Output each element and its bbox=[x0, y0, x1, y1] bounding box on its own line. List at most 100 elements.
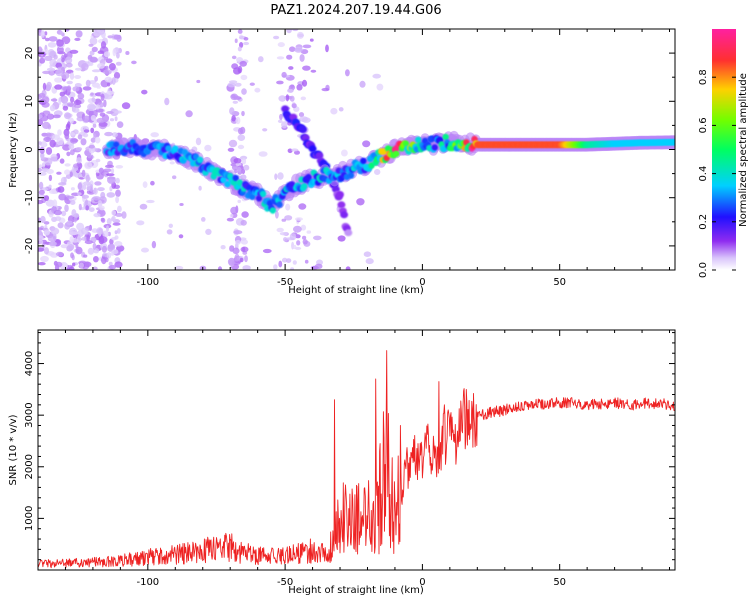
heatmap-noise-cell bbox=[298, 203, 307, 210]
heatmap-noise-cell bbox=[111, 215, 116, 222]
heatmap-noise-cell bbox=[298, 112, 305, 118]
heatmap-noise-cell bbox=[338, 107, 344, 112]
heatmap-ridge-secondary-cell bbox=[336, 191, 344, 198]
heatmap-noise-cell bbox=[290, 267, 294, 270]
heatmap-noise-cell bbox=[300, 96, 306, 101]
heatmap-noise-cell bbox=[114, 235, 119, 240]
heatmap-noise-cell bbox=[330, 107, 338, 115]
heatmap-ridge-secondary-cell bbox=[299, 126, 307, 134]
heatmap-noise-cell bbox=[39, 164, 42, 169]
heatmap-noise-cell bbox=[178, 234, 184, 239]
heatmap-noise-cell bbox=[82, 115, 91, 123]
heatmap-noise-cell bbox=[115, 189, 121, 197]
heatmap-noise-cell bbox=[100, 41, 107, 49]
heatmap-noise-cell bbox=[48, 241, 58, 246]
figure-title: PAZ1.2024.207.19.44.G06 bbox=[270, 3, 441, 18]
heatmap-noise-cell bbox=[71, 138, 79, 143]
heatmap-noise-cell bbox=[42, 82, 47, 91]
heatmap-noise-cell bbox=[288, 66, 294, 70]
colorbar: 0.0 0.2 0.4 0.6 0.8 Normalized spectral ampl… bbox=[698, 29, 749, 278]
heatmap-noise-cell bbox=[39, 146, 45, 154]
heatmap-noise-cell bbox=[142, 181, 148, 189]
heatmap-ridge-secondary-cell bbox=[308, 145, 317, 153]
heatmap-noise-cell bbox=[302, 65, 311, 71]
heatmap-noise-cell bbox=[363, 251, 372, 257]
heatmap-noise-cell bbox=[230, 206, 238, 215]
heatmap-noise-cell bbox=[112, 48, 117, 57]
heatmap-noise-cell bbox=[83, 129, 90, 133]
heatmap-noise-cell bbox=[141, 89, 148, 95]
heatmap-ridge-main-cell bbox=[236, 179, 243, 186]
heatmap-noise-cell bbox=[77, 92, 85, 100]
heatmap-ridge-secondary-cell bbox=[289, 113, 298, 121]
heatmap-noise-cell bbox=[109, 243, 116, 251]
heatmap-noise-cell bbox=[53, 54, 58, 60]
heatmap-noise-cell bbox=[302, 235, 307, 240]
heatmap-noise-cell bbox=[40, 215, 46, 224]
heatmap-noise-cell bbox=[281, 121, 288, 129]
heatmap-noise-cell bbox=[38, 167, 42, 173]
heatmap-noise-cell bbox=[228, 139, 238, 148]
spectrogram-x-tick-label: 0 bbox=[419, 277, 425, 288]
heatmap-noise-cell bbox=[292, 260, 297, 265]
heatmap-noise-cell bbox=[70, 132, 76, 136]
heatmap-noise-cell bbox=[57, 129, 62, 136]
heatmap-noise-cell bbox=[94, 75, 98, 82]
heatmap-noise-cell bbox=[45, 199, 55, 207]
colorbar-ticks: 0.0 0.2 0.4 0.6 0.8 bbox=[698, 69, 736, 278]
heatmap-noise-cell bbox=[273, 35, 280, 40]
colorbar-tick-label: 0.6 bbox=[698, 117, 709, 133]
heatmap-noise-cell bbox=[262, 128, 268, 132]
heatmap-noise-cell bbox=[296, 240, 301, 246]
heatmap-noise-cell bbox=[67, 243, 75, 250]
heatmap-noise-cell bbox=[227, 257, 236, 266]
heatmap-noise-cell bbox=[249, 82, 255, 86]
heatmap-noise-cell bbox=[237, 144, 245, 150]
heatmap-noise-cell bbox=[38, 141, 43, 145]
heatmap-noise-cell bbox=[70, 149, 75, 156]
heatmap-noise-cell bbox=[237, 29, 243, 34]
spectrogram-x-tick-label: 50 bbox=[553, 277, 566, 288]
heatmap-noise-cell bbox=[116, 52, 120, 59]
spectrogram-y-axis: -20 -10 0 10 20 bbox=[24, 28, 675, 271]
heatmap-ridge-main-cell bbox=[442, 133, 449, 141]
snr-panel: -100 -50 0 50 1000 2000 3000 4000 Height of st… bbox=[8, 329, 676, 596]
heatmap-noise-cell bbox=[75, 244, 79, 249]
heatmap-noise-cell bbox=[276, 227, 284, 233]
heatmap-noise-cell bbox=[278, 260, 283, 268]
heatmap-ridge-main-cell bbox=[196, 156, 204, 163]
heatmap-noise-cell bbox=[230, 93, 239, 101]
heatmap-noise-cell bbox=[168, 223, 173, 228]
heatmap-noise-cell bbox=[41, 140, 47, 148]
heatmap-noise-cell bbox=[41, 96, 50, 104]
heatmap-noise-cell bbox=[150, 180, 155, 186]
heatmap-noise-cell bbox=[46, 81, 52, 89]
heatmap-noise-cell bbox=[106, 218, 112, 225]
heatmap-ridge-main-cell bbox=[269, 207, 276, 214]
heatmap-noise-cell bbox=[374, 169, 381, 175]
heatmap-noise-cell bbox=[46, 169, 54, 174]
heatmap-noise-cell bbox=[83, 254, 88, 258]
heatmap-noise-cell bbox=[84, 161, 93, 170]
heatmap-noise-cell bbox=[229, 107, 235, 115]
heatmap-noise-cell bbox=[63, 169, 71, 175]
heatmap-noise-cell bbox=[80, 138, 87, 146]
heatmap-noise-cell bbox=[172, 175, 177, 180]
heatmap-noise-cell bbox=[40, 30, 45, 38]
heatmap-noise-cell bbox=[82, 86, 92, 91]
snr-y-tick-label: 1000 bbox=[24, 506, 35, 531]
heatmap-noise-cell bbox=[105, 58, 113, 64]
heatmap-noise-cell bbox=[60, 244, 69, 249]
heatmap-noise-cell bbox=[58, 182, 67, 186]
heatmap-noise-cell bbox=[66, 195, 75, 199]
heatmap-ridge-main-cell bbox=[232, 174, 239, 182]
heatmap-noise-cell bbox=[310, 69, 317, 73]
heatmap-noise-cell bbox=[74, 37, 81, 42]
heatmap-noise-cell bbox=[44, 55, 53, 61]
heatmap-noise-cell bbox=[50, 227, 60, 235]
heatmap-noise-cell bbox=[217, 266, 223, 270]
heatmap-noise-cell bbox=[55, 69, 64, 77]
heatmap-noise-cell bbox=[69, 72, 75, 80]
heatmap-noise-cell bbox=[99, 205, 105, 211]
heatmap-noise-cell bbox=[111, 249, 119, 255]
